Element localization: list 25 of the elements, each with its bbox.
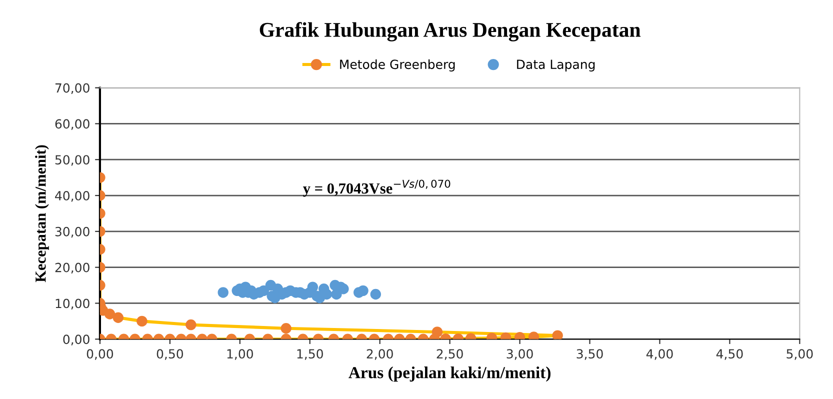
y-tick-label: 40,00	[55, 190, 90, 202]
legend-label: Data Lapang	[517, 60, 595, 72]
y-tick-label: 70,00	[55, 83, 90, 94]
chart-title: Grafik Hubungan Arus Dengan Kecepatan	[260, 22, 641, 42]
y-tick-label: 60,00	[55, 119, 90, 130]
x-tick-label: 1,00	[227, 349, 253, 360]
x-tick-label: 4,50	[716, 349, 743, 360]
x-tick-label: 3,00	[506, 349, 533, 360]
y-tick-label: 0,00	[63, 334, 90, 346]
x-tick-label: 1,50	[297, 349, 323, 360]
x-axis-title: Arus (pejalan kaki/m/menit)	[348, 366, 550, 382]
x-tick-label: 3,50	[576, 349, 603, 360]
x-tick-label: 0,00	[86, 349, 114, 360]
y-tick-label: 30,00	[55, 226, 90, 238]
y-tick-label: 20,00	[55, 262, 90, 274]
x-tick-label: 2,50	[436, 349, 463, 360]
x-tick-label: 5,00	[786, 349, 813, 360]
x-tick-label: 2,00	[366, 349, 393, 360]
y-axis-title: Kecepatan (m/menit)	[35, 145, 49, 282]
x-tick-label: 0,50	[156, 349, 184, 360]
legend-label: Metode Greenberg	[340, 59, 455, 72]
x-tick-label: 4,00	[646, 349, 673, 360]
annotation: y = 0,7043Vse$^{−Vs/0,070}$	[303, 180, 450, 197]
y-tick-label: 10,00	[56, 298, 90, 310]
y-tick-label: 50,00	[55, 155, 90, 166]
